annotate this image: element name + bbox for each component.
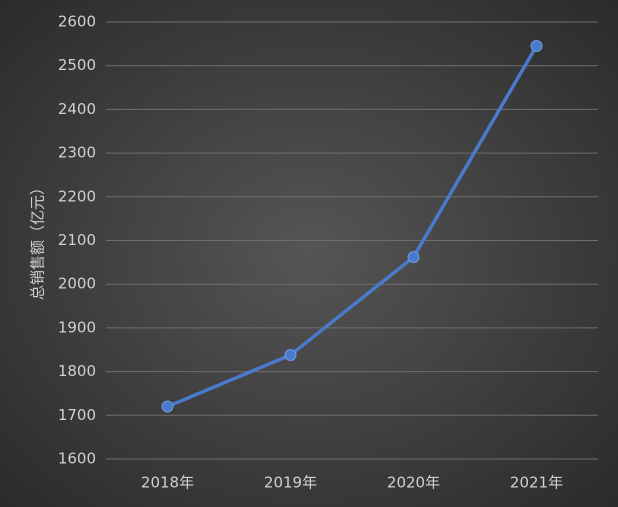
point xyxy=(284,348,297,361)
y-tick-label: 2100 xyxy=(58,231,96,249)
y-tick-label: 2600 xyxy=(58,13,96,31)
y-tick-label: 2000 xyxy=(58,275,96,293)
y-tick-label: 1600 xyxy=(58,450,96,468)
y-tick-label: 2500 xyxy=(58,56,96,74)
point xyxy=(407,251,420,264)
y-tick-label: 1900 xyxy=(58,318,96,336)
x-tick-label: 2019年 xyxy=(264,474,317,492)
y-tick-label: 1700 xyxy=(58,406,96,424)
y-tick-label: 2300 xyxy=(58,144,96,162)
x-tick-label: 2020年 xyxy=(387,474,440,492)
point xyxy=(530,40,543,53)
x-tick-label: 2021年 xyxy=(510,474,563,492)
y-tick-label: 1800 xyxy=(58,362,96,380)
point xyxy=(161,400,174,413)
y-tick-label: 2400 xyxy=(58,100,96,118)
y-axis-label: 总销售额（亿元） xyxy=(29,180,47,300)
line xyxy=(166,45,539,409)
y-tick-label: 2200 xyxy=(58,187,96,205)
x-tick-label: 2018年 xyxy=(141,474,194,492)
